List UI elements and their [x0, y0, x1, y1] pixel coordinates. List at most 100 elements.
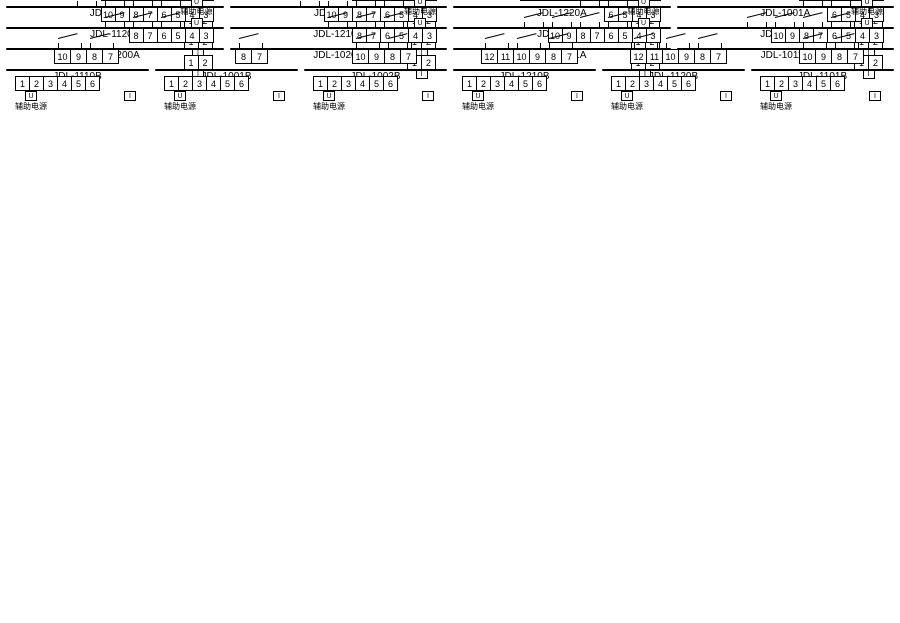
- terminal-cell: 6: [681, 76, 696, 91]
- terminal-cell: 1: [164, 76, 179, 91]
- contact-group: [799, 36, 863, 48]
- contact-switch: [694, 36, 726, 48]
- relay-panel: 123456U辅助电源I87: [155, 69, 298, 71]
- terminal-cell: 8: [235, 49, 252, 64]
- terminal-strip-top: 123456: [611, 76, 695, 91]
- i-indicator: I: [869, 91, 881, 101]
- terminal-strip-top: 123456: [313, 76, 397, 91]
- terminal-cell: 10: [352, 49, 369, 64]
- contact-switch: [827, 15, 855, 27]
- terminal-cell: 7: [102, 49, 119, 64]
- aux-power-label: 辅助电源: [760, 101, 792, 112]
- contact-switch: [352, 0, 380, 6]
- terminal-cell: 2: [476, 76, 491, 91]
- terminal-cell: 2: [198, 55, 213, 70]
- contact-switch: [630, 36, 662, 48]
- u-indicator: U: [861, 18, 873, 28]
- terminal-cell: 8: [129, 28, 144, 43]
- contact-switch: [101, 15, 129, 27]
- relay-panel: 123456U辅助电源I10987: [6, 69, 149, 71]
- contact-switch: [157, 15, 185, 27]
- contact-group: [352, 36, 416, 48]
- panel-row: 12I辅助电源U876543JDL-1200A12I辅助电源U876543JDL…: [6, 48, 894, 63]
- contact-group: [235, 36, 267, 48]
- contact-switch: [129, 15, 157, 27]
- terminal-cell: 10: [548, 0, 563, 1]
- contact-switch: [604, 15, 632, 27]
- terminal-cell: 2: [29, 76, 44, 91]
- terminal-cell: 5: [220, 76, 235, 91]
- contact-switch: [101, 0, 129, 6]
- contact-switch: [799, 0, 827, 6]
- terminal-strip-top: 123456: [15, 76, 99, 91]
- contact-switch: [513, 36, 545, 48]
- terminal-cell: 4: [653, 76, 668, 91]
- panel-row: 123456U辅助电源I10987JDL-1110B 123456U辅助电源I87…: [6, 69, 894, 84]
- i-indicator: I: [124, 91, 136, 101]
- terminal-cell: 11: [534, 0, 549, 1]
- terminal-strip-bottom: 10987: [799, 49, 863, 64]
- contact-switch: [520, 15, 548, 27]
- terminal-cell: 1: [462, 76, 477, 91]
- contact-switch: [576, 15, 604, 27]
- aux-power-label: 辅助电源: [404, 6, 436, 17]
- terminal-cell: 2: [774, 76, 789, 91]
- aux-power-label: 辅助电源: [611, 101, 643, 112]
- terminal-cell: 3: [192, 76, 207, 91]
- terminal-cell: 8: [694, 49, 711, 64]
- terminal-cell: 7: [590, 28, 605, 43]
- terminal-cell: 3: [869, 28, 884, 43]
- aux-power-label: 辅助电源: [313, 101, 345, 112]
- terminal-cell: 7: [561, 49, 578, 64]
- contact-group: [743, 15, 855, 27]
- contact-switch: [771, 15, 799, 27]
- contact-group: [101, 15, 185, 27]
- aux-power: U辅助电源: [164, 92, 196, 113]
- terminal-strip-bottom: 10987: [352, 49, 416, 64]
- contact-group: [324, 15, 408, 27]
- terminal-cell: 6: [383, 76, 398, 91]
- panel-unit: 123456U辅助电源I10987JDL-1110B: [6, 69, 149, 84]
- contact-group: [520, 15, 632, 27]
- aux-power: 辅助电源U: [181, 6, 213, 27]
- aux-power: 辅助电源U: [404, 6, 436, 27]
- contact-switch: [324, 15, 352, 27]
- input-indicator: I: [422, 92, 434, 101]
- i-indicator: I: [273, 91, 285, 101]
- terminal-cell: 6: [532, 76, 547, 91]
- contact-switch: [662, 36, 694, 48]
- contact-group: [54, 36, 118, 48]
- u-indicator: U: [472, 91, 484, 101]
- terminal-cell: 9: [70, 49, 87, 64]
- terminal-cell: 5: [667, 76, 682, 91]
- aux-power: U辅助电源: [611, 92, 643, 113]
- i-indicator: I: [422, 91, 434, 101]
- terminal-cell: 7: [143, 28, 158, 43]
- u-indicator: U: [25, 91, 37, 101]
- terminal-cell: 2: [868, 55, 883, 70]
- terminal-cell: 4: [206, 76, 221, 91]
- terminal-cell: 1: [15, 76, 30, 91]
- terminal-cell: 5: [171, 28, 186, 43]
- terminal-cell: 3: [422, 28, 437, 43]
- terminal-strip-bottom: 121110987: [481, 49, 577, 64]
- terminal-cell: 2: [421, 55, 436, 70]
- contact-switch: [380, 15, 408, 27]
- terminal-cell: 3: [341, 76, 356, 91]
- terminal-cell: 10: [799, 49, 816, 64]
- diagram-grid: 12I辅助电源U109876543JDL-1002A12I辅助电源U876543…: [6, 6, 894, 84]
- aux-power-label: 辅助电源: [164, 101, 196, 112]
- terminal-cell: 6: [234, 76, 249, 91]
- terminal-cell: 8: [86, 49, 103, 64]
- terminal-strip-top: 123456: [462, 76, 546, 91]
- terminal-cell: 9: [368, 49, 385, 64]
- terminal-cell: 1: [184, 55, 199, 70]
- u-indicator: U: [414, 18, 426, 28]
- terminal-cell: 5: [369, 76, 384, 91]
- contact-group: [576, 0, 632, 6]
- terminal-cell: 9: [785, 28, 800, 43]
- terminal-cell: 3: [490, 76, 505, 91]
- terminal-cell: 11: [497, 49, 514, 64]
- input-indicator: I: [869, 92, 881, 101]
- terminal-strip-bottom: 10987: [54, 49, 118, 64]
